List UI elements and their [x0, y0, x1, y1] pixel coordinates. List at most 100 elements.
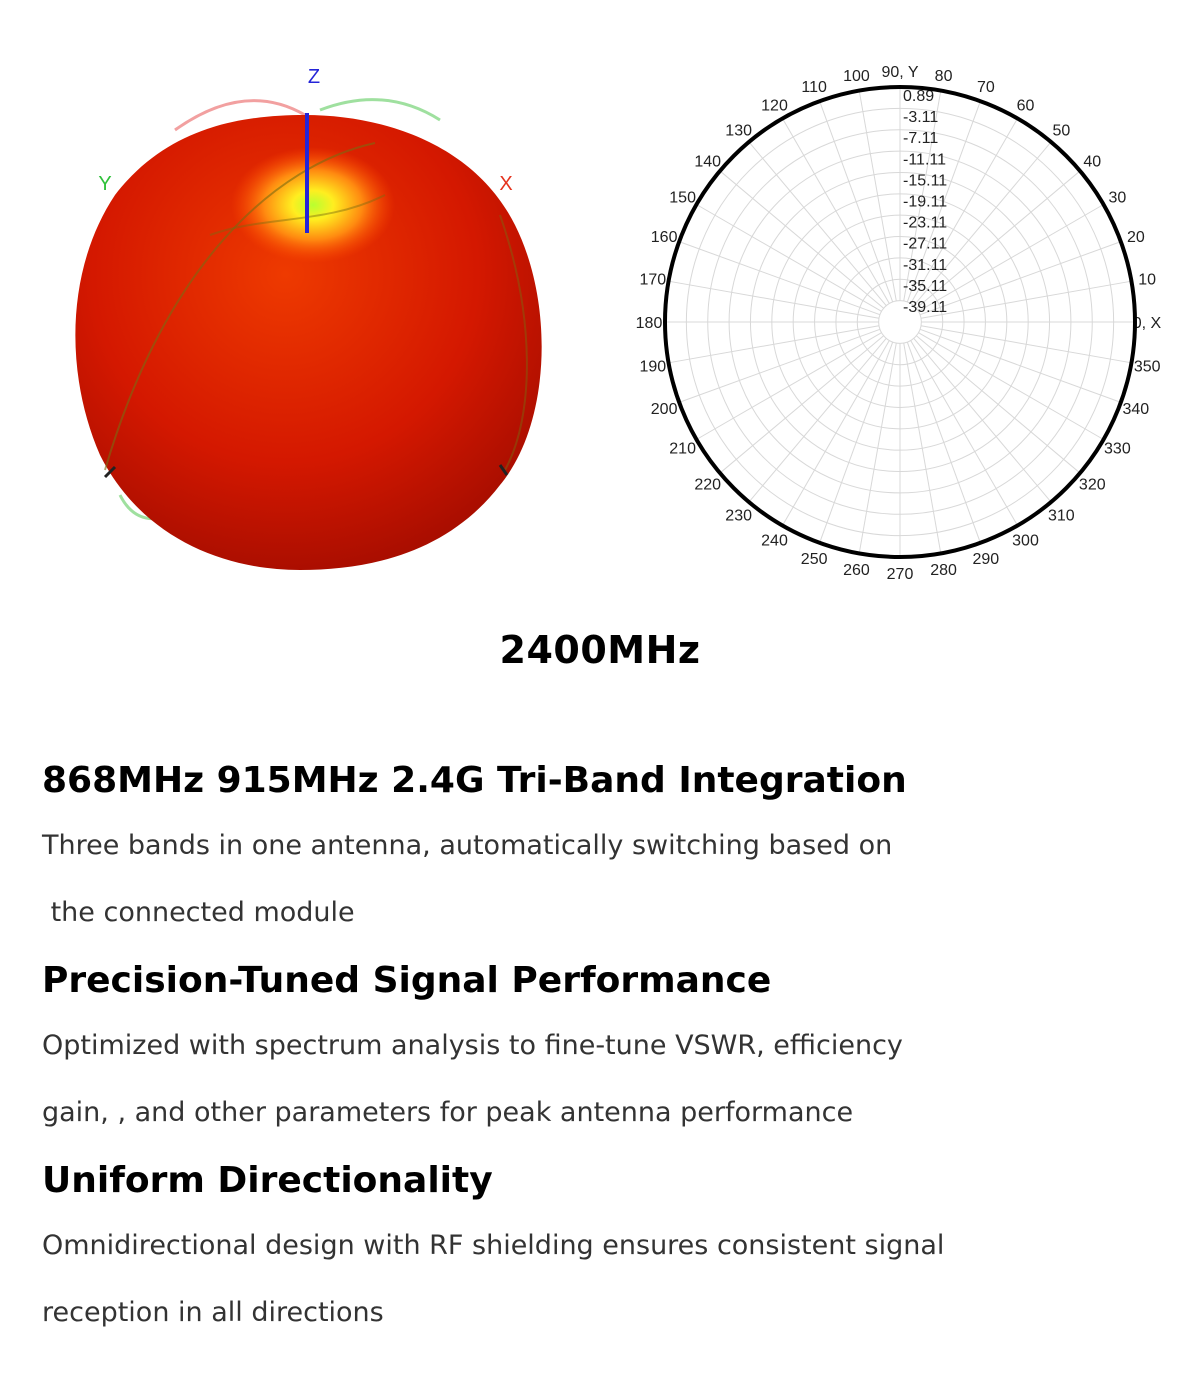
feature-text-line: Omnidirectional design with RF shielding… — [42, 1230, 945, 1261]
feature-text-line: the connected module — [42, 897, 355, 928]
polar-grid-spoke — [910, 340, 1018, 526]
polar-angle-label: 290 — [972, 551, 999, 568]
polar-grid-spoke — [858, 342, 897, 554]
polar-grid — [664, 86, 1136, 558]
polar-grid-spoke — [858, 90, 897, 302]
polar-pattern-trace — [663, 85, 1137, 559]
y-axis-label: Y — [98, 173, 111, 195]
polar-radial-labels: 0.89 -3.11 -7.11 -11.11 -15.11 -19.11 -23.11 -2… — [903, 88, 947, 316]
y-axis-stub — [103, 465, 117, 479]
polar-grid-spoke — [916, 170, 1081, 309]
polar-grid-spoke — [679, 328, 881, 403]
polar-angle-label: 340 — [1123, 401, 1150, 418]
polar-grid-spoke — [918, 204, 1104, 312]
z-axis-label: Z — [308, 66, 320, 88]
polar-grid-spoke — [782, 340, 890, 526]
x-axis-stub — [498, 464, 509, 476]
feature-text-line: reception in all directions — [42, 1297, 384, 1328]
sphere-hotspot — [231, 147, 395, 263]
polar-grid-spoke — [696, 332, 882, 440]
polar-grid-spoke — [819, 341, 894, 543]
polar-grid-spoke — [919, 241, 1121, 316]
polar-angle-label: 140 — [694, 154, 721, 171]
sphere-meridian — [104, 142, 376, 471]
polar-angle-label: 10 — [1138, 271, 1156, 288]
polar-angle-label: 130 — [725, 123, 752, 140]
polar-angle-label: 280 — [930, 562, 957, 579]
polar-radial-label: 0.89 — [903, 88, 934, 105]
feature-heading-precision: Precision-Tuned Signal Performance — [42, 960, 772, 1001]
polar-grid-spoke — [748, 141, 887, 306]
polar-radial-label: -15.11 — [903, 172, 947, 189]
polar-angle-label: 190 — [639, 359, 666, 376]
polar-grid-spoke — [696, 204, 882, 312]
polar-angle-label: 50 — [1052, 123, 1070, 140]
polar-angle-label: 30 — [1108, 190, 1126, 207]
radiation-pattern-polar: 0, X 10 20 30 40 50 60 70 80 90, Y 100 110 120 130140… — [636, 64, 1162, 583]
polar-grid-spoke — [668, 280, 880, 319]
polar-grid-spoke — [719, 335, 884, 474]
polar-angle-label: 150 — [669, 190, 696, 207]
polar-angle-label: 270 — [887, 566, 914, 583]
sphere-meridian — [499, 214, 528, 471]
polar-angle-label: 350 — [1134, 359, 1161, 376]
polar-grid-spoke — [906, 101, 981, 303]
polar-grid-spoke — [920, 325, 1132, 364]
polar-radial-label: -19.11 — [903, 194, 947, 211]
polar-angle-label: 0, X — [1133, 315, 1162, 332]
x-axis-label: X — [499, 173, 512, 195]
sphere-meridian — [209, 194, 386, 236]
sphere-body — [75, 115, 542, 570]
polar-angle-label: 80 — [935, 68, 953, 85]
polar-angle-label: 70 — [977, 79, 995, 96]
frequency-title: 2400MHz — [499, 628, 701, 672]
polar-angle-label: 200 — [651, 401, 678, 418]
polar-grid-spoke — [906, 341, 981, 543]
polar-angle-label: 160 — [651, 229, 678, 246]
polar-grid-spoke — [903, 342, 942, 554]
polar-grid-spoke — [748, 338, 887, 503]
polar-angle-label: 260 — [843, 562, 870, 579]
feature-text-line: gain, , and other parameters for peak an… — [42, 1097, 854, 1128]
polar-radial-label: -23.11 — [903, 215, 947, 232]
polar-radial-label: -35.11 — [903, 278, 947, 295]
polar-angle-label: 310 — [1048, 507, 1075, 524]
feature-text-line: Three bands in one antenna, automaticall… — [42, 830, 893, 861]
polar-grid-spoke — [916, 335, 1081, 474]
polar-angle-label: 250 — [801, 551, 828, 568]
polar-radial-label: -11.11 — [903, 151, 946, 168]
polar-radial-label: -31.11 — [903, 257, 947, 274]
polar-grid-spoke — [668, 325, 880, 364]
polar-angle-label: 300 — [1012, 532, 1039, 549]
polar-radial-label: -7.11 — [903, 130, 938, 147]
polar-grid-spoke — [719, 170, 884, 309]
polar-grid-spoke — [782, 118, 890, 304]
polar-radial-label: -3.11 — [903, 109, 938, 126]
polar-angle-label: 120 — [761, 98, 788, 115]
feature-heading-tri-band: 868MHz 915MHz 2.4G Tri-Band Integration — [42, 760, 907, 801]
polar-angle-label: 170 — [639, 271, 666, 288]
polar-radial-label: -27.11 — [903, 236, 947, 253]
polar-grid-spoke — [819, 101, 894, 303]
polar-angle-label: 220 — [694, 476, 721, 493]
polar-angle-labels: 0, X 10 20 30 40 50 60 70 80 90, Y 100 110 120 130140… — [636, 64, 1162, 583]
polar-angle-label: 240 — [761, 532, 788, 549]
polar-grid-spoke — [920, 280, 1132, 319]
polar-grid-spoke — [910, 118, 1018, 304]
polar-angle-label: 40 — [1083, 154, 1101, 171]
polar-angle-label: 320 — [1079, 476, 1106, 493]
polar-grid-spoke — [913, 338, 1052, 503]
polar-grid-spoke — [918, 332, 1104, 440]
polar-angle-label: 100 — [843, 68, 870, 85]
polar-angle-label: 20 — [1127, 229, 1145, 246]
polar-angle-label: 110 — [801, 79, 827, 96]
feature-text-line: Optimized with spectrum analysis to fine… — [42, 1030, 903, 1061]
polar-angle-label: 180 — [636, 315, 663, 332]
polar-grid-spoke — [679, 241, 881, 316]
polar-angle-label: 60 — [1017, 98, 1035, 115]
pattern-cut-green — [319, 98, 441, 122]
polar-radial-label: -39.11 — [903, 299, 947, 316]
polar-grid-spoke — [903, 90, 942, 302]
polar-grid-spoke — [913, 141, 1052, 306]
pattern-cut-red — [174, 99, 306, 132]
